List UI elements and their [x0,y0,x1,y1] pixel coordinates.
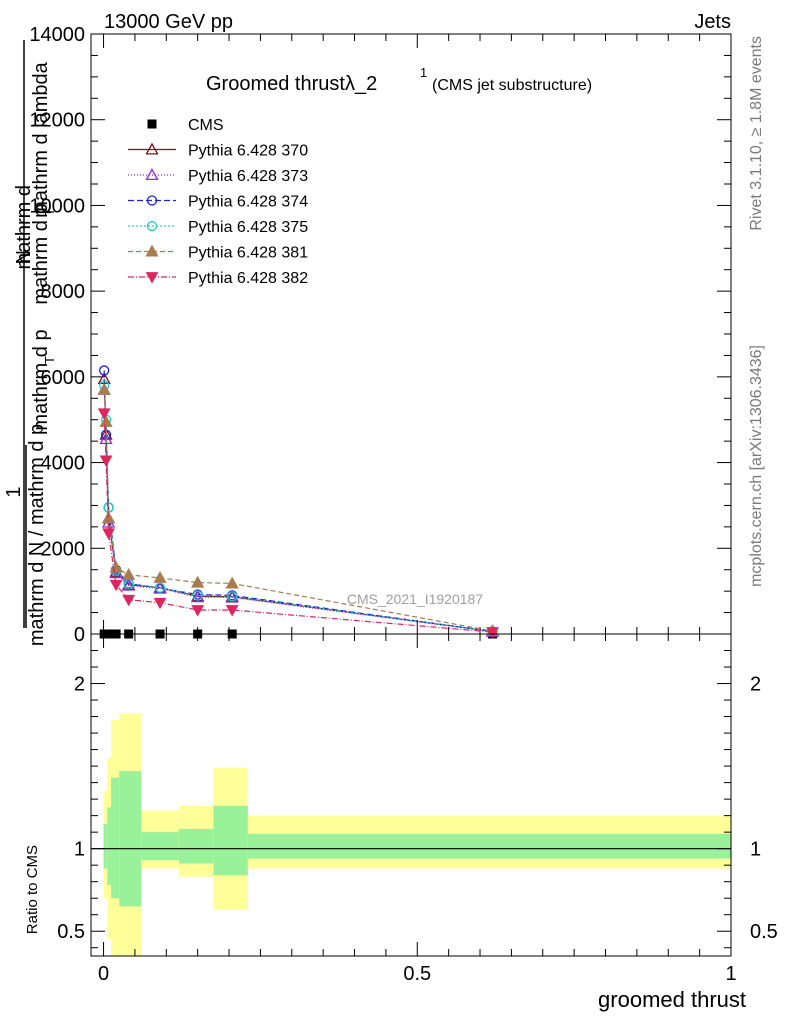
ratio-y-tick-label-right: 2 [750,674,761,696]
series-line-3 [103,370,493,633]
data-point-5 [99,415,113,427]
ratio-inner-band [247,833,732,859]
y-tick-label: 8000 [41,281,86,303]
data-point-6 [102,528,115,540]
ratio-y-tick-label: 1 [74,839,85,861]
ratio-y-axis-label: Ratio to CMS [24,845,41,934]
ylabel-denominator-1: mathrm d lambda [30,61,52,217]
x-tick-label: 1 [725,963,736,985]
main-plot-panel: 0 2000 4000 6000 8000 10000 12000 14000 Groomed… [3,24,732,646]
data-point-5 [153,571,167,583]
ratio-inner-band [178,828,214,864]
y-tick-label: 2000 [41,538,86,560]
main-plot-series [97,365,500,639]
y-tick-label: 4000 [41,453,86,475]
legend-label: CMS [188,117,224,134]
header-left-label: 13000 GeV pp [104,11,233,33]
main-plot-frame [90,33,732,635]
ratio-inner-band [141,832,179,861]
series-line-4 [103,385,493,633]
data-point-4 [154,582,166,593]
series-line-2 [103,389,493,633]
data-point-6 [99,455,113,467]
data-point-6 [153,597,167,610]
legend-marker [146,220,158,232]
ratio-plot-frame [90,633,732,957]
ratio-inner-band [213,805,248,876]
ratio-inner-band [111,777,120,899]
data-point-6 [191,605,205,617]
legend: CMS Pythia 6.428 370 Pythia 6.428 373 Pythi… [128,117,308,287]
ylabel-bottom-fraction: mathrm d N / mathrm d p [26,424,48,646]
y-tick-label: 6000 [41,367,86,389]
main-plot-ticks: 0 2000 4000 6000 8000 10000 12000 14000 [29,24,732,646]
legend-label: Pythia 6.428 375 [188,219,308,236]
y-tick-label: 12000 [29,110,85,132]
ylabel-under-1: mathrm d p [30,329,52,430]
data-point-3 [99,365,110,376]
chart-title-superscript: 1 [420,65,427,80]
legend-marker [145,272,159,284]
legend-marker [145,244,159,257]
ratio-plot-ticks: 0 0.5 1 0.5 0.5 1 1 2 2 [57,634,778,985]
data-point-2 [122,578,136,591]
legend-label: Pythia 6.428 374 [188,194,308,211]
legend-label: Pythia 6.428 373 [188,168,308,185]
legend-marker [147,119,157,129]
y-tick-label: 10000 [29,195,85,217]
watermark-label: CMS_2021_I1920187 [347,591,483,607]
y-tick-label: 0 [74,624,85,646]
legend-label: Pythia 6.428 370 [188,143,308,160]
data-point-6 [109,579,123,592]
data-point-2 [191,590,205,603]
y-axis-label: N mathrm d mathrm d lambda mathrm d p T … [3,40,57,646]
ratio-bands [91,713,732,956]
ylabel-prefix-one: 1 [3,486,25,497]
legend-label: Pythia 6.428 381 [188,245,308,262]
ratio-inner-band [107,807,112,885]
data-point-6 [486,627,499,639]
data-point-6 [225,605,239,617]
ratio-y-tick-label-right: 1 [750,839,761,861]
chart-title-main: Groomed thrustλ_2 [206,73,377,95]
header-right-label: Jets [694,11,731,33]
ylabel-denominator-2: mathrm d p [30,203,52,304]
side-label-mcplots: mcplots.cern.ch [arXiv:1306.3436] [748,345,765,587]
ratio-plot-panel: 0 0.5 1 0.5 0.5 1 1 2 2 Ratio to CMS groomed thr… [24,633,778,1012]
data-point-5 [191,575,205,588]
data-point-5 [225,576,239,589]
legend-marker [145,142,159,155]
data-point-5 [97,382,111,395]
x-axis-label: groomed thrust [598,987,746,1012]
y-tick-label: 14000 [29,24,85,46]
x-tick-label: 0.5 [403,963,431,985]
side-label-rivet: Rivet 3.1.10, ≥ 1.8M events [748,36,765,231]
x-tick-label: 0 [98,963,109,985]
ratio-y-tick-label: 0.5 [57,921,85,943]
data-point-6 [122,594,135,607]
data-point-4 [227,591,238,602]
ylabel-under-sub: T [42,356,57,364]
chart-title-subtitle: (CMS jet substructure) [432,77,592,94]
ratio-inner-band [119,771,142,907]
legend-marker [146,195,158,206]
legend-marker [145,168,159,181]
ratio-y-tick-label-right: 0.5 [750,921,778,943]
data-point-6 [97,408,111,420]
ylabel-denominator-sub: T [42,208,57,216]
data-point-2 [225,590,239,603]
data-point-4 [192,590,203,601]
ratio-inner-band [103,823,108,869]
legend-label: Pythia 6.428 382 [188,270,308,287]
data-point-5 [122,568,136,580]
ratio-y-tick-label: 2 [74,674,85,696]
